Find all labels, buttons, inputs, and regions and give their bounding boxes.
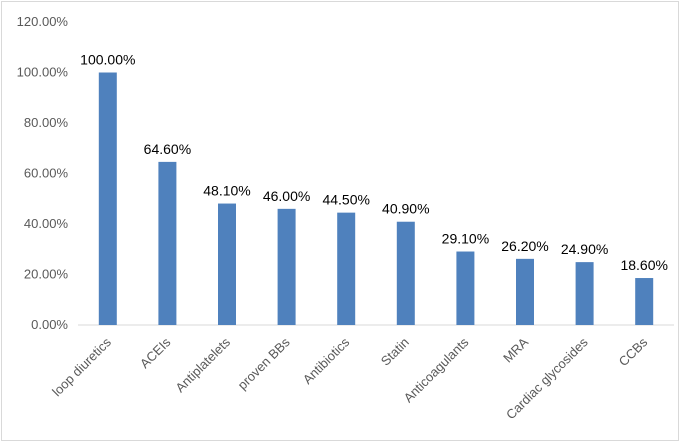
y-tick-label: 60.00% <box>24 166 69 181</box>
x-tick-label: ACEIs <box>137 334 174 371</box>
x-tick-label: loop diuretics <box>49 334 114 399</box>
bar <box>456 251 475 325</box>
bar <box>575 262 594 325</box>
bar <box>277 208 296 325</box>
x-tick-label: Antiplatelets <box>172 334 233 395</box>
bar <box>98 72 117 325</box>
y-tick-label: 20.00% <box>24 267 69 282</box>
data-label: 46.00% <box>263 188 310 204</box>
data-label: 64.60% <box>144 141 191 157</box>
x-tick-label: proven BBs <box>235 334 293 392</box>
bar-chart: 0.00% 20.00% 40.00% 60.00% 80.00% 100.00% 120.… <box>17 14 674 422</box>
bar <box>158 161 177 325</box>
data-label: 100.00% <box>80 52 135 68</box>
data-label: 26.20% <box>501 238 548 254</box>
bar <box>635 278 654 325</box>
chart-frame: 0.00% 20.00% 40.00% 60.00% 80.00% 100.00% 120.… <box>1 1 679 441</box>
x-tick-label: Antibiotics <box>300 334 353 387</box>
bar <box>218 203 236 325</box>
y-tick-label: 40.00% <box>24 216 69 231</box>
bar <box>516 258 534 325</box>
data-label: 40.90% <box>382 201 429 217</box>
x-tick-label: MRA <box>500 334 531 365</box>
data-label: 18.60% <box>620 257 667 273</box>
bar <box>337 212 356 325</box>
y-tick-label: 120.00% <box>17 14 69 29</box>
data-label: 24.90% <box>561 241 608 257</box>
x-tick-label: Statin <box>378 335 412 369</box>
y-tick-label: 100.00% <box>17 65 69 80</box>
y-tick-label: 0.00% <box>31 317 68 332</box>
data-label: 44.50% <box>322 192 369 208</box>
bar <box>396 221 415 325</box>
data-label: 29.10% <box>442 231 489 247</box>
x-tick-label: CCBs <box>616 334 651 369</box>
data-label: 48.10% <box>203 183 250 199</box>
y-tick-label: 80.00% <box>24 115 69 130</box>
